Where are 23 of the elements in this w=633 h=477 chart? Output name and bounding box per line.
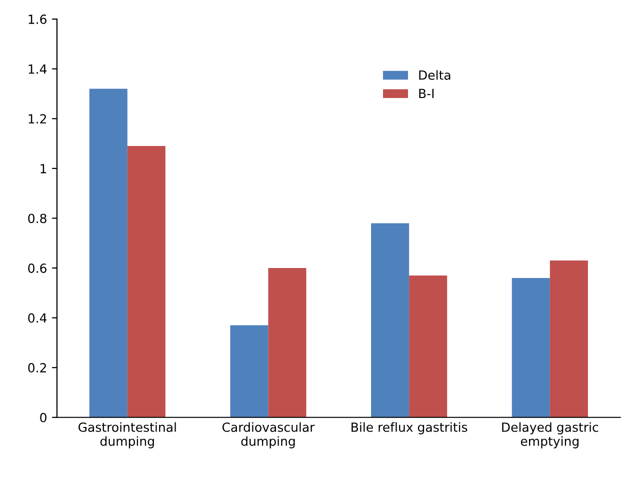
y-tick-label: 1.2 [28,114,46,124]
x-tick-label: Delayed gastric emptying [502,422,598,448]
y-tick-label: 0.4 [28,313,47,323]
y-tick-label: 0.8 [28,214,46,224]
y-tick-label: 0.2 [28,363,46,373]
bar [550,260,588,418]
bar [409,275,448,418]
legend-label: B-I [419,88,434,98]
bar [230,325,268,418]
legend-label: Delta [419,70,450,80]
bar [268,268,306,418]
x-tick-label: Cardiovascular dumping [222,422,315,448]
bar [512,278,550,418]
y-tick-label: 0 [40,412,46,422]
y-tick-label: 0.6 [28,263,46,273]
bar [89,88,128,418]
y-tick-label: 1.6 [28,14,46,24]
bar [127,146,166,418]
x-tick-label: Bile reflux gastritis [352,422,468,434]
y-tick-label: 1 [40,164,46,174]
y-tick-label: 1.4 [28,64,47,74]
x-tick-label: Gastrointestinal dumping [78,422,176,448]
bar [371,223,410,418]
